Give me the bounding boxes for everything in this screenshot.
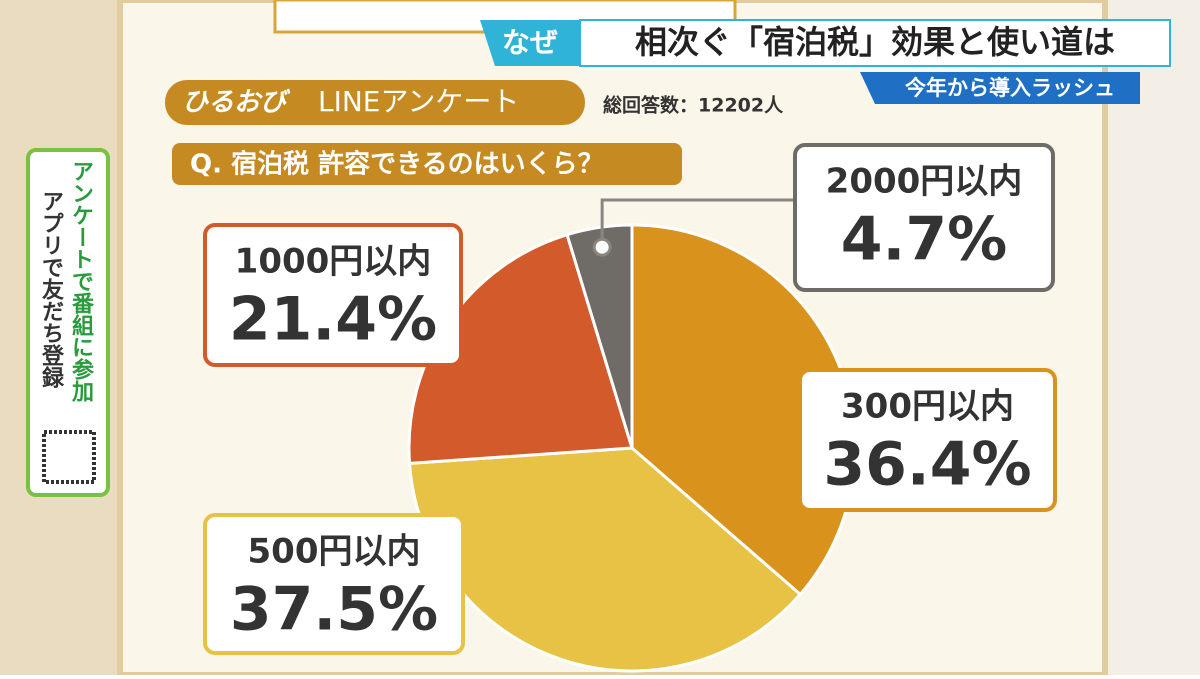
leader-dot: [592, 237, 612, 257]
label-category: 2000円以内: [826, 162, 1023, 202]
subtitle: 総回答数：12202人: [603, 94, 784, 117]
label-box: [793, 143, 1055, 292]
banner-headline: 相次ぐ「宿泊税」効果と使い道は: [635, 23, 1115, 61]
label-category: 300円以内: [841, 387, 1014, 427]
banner-sub-bg: [860, 72, 1140, 104]
right-set: [1100, 0, 1200, 675]
qr-code: [42, 430, 96, 484]
side-line1: アンケートで番組に参加: [68, 160, 95, 403]
side-line2: アプリで友だち登録: [38, 190, 65, 388]
brand: ひるおび: [182, 88, 291, 118]
banner-headline-bg: [579, 19, 1171, 67]
label-category: 500円以内: [248, 532, 421, 572]
banner-tag-bg: [480, 20, 585, 66]
label-box: [203, 223, 463, 367]
label-value: 36.4%: [823, 430, 1031, 500]
label-value: 21.4%: [229, 285, 437, 355]
question-pill: [172, 143, 682, 185]
label-value: 37.5%: [230, 575, 438, 645]
brand-pill: [165, 80, 585, 125]
label-box: [798, 368, 1057, 512]
chart-title: Q. 宿泊税 許容できるのはいくら？: [190, 149, 604, 180]
source: LINEアンケート: [318, 85, 519, 118]
label-category: 1000円以内: [235, 242, 432, 282]
pie-slice: [565, 223, 634, 449]
banner-tag: なぜ: [502, 26, 558, 59]
label-value: 4.7%: [841, 205, 1007, 275]
banner-sub: 今年から導入ラッシュ: [905, 76, 1115, 100]
leader-line: [600, 198, 795, 248]
pie: [407, 223, 857, 673]
side-panel: [26, 148, 110, 497]
label-box: [203, 513, 465, 655]
